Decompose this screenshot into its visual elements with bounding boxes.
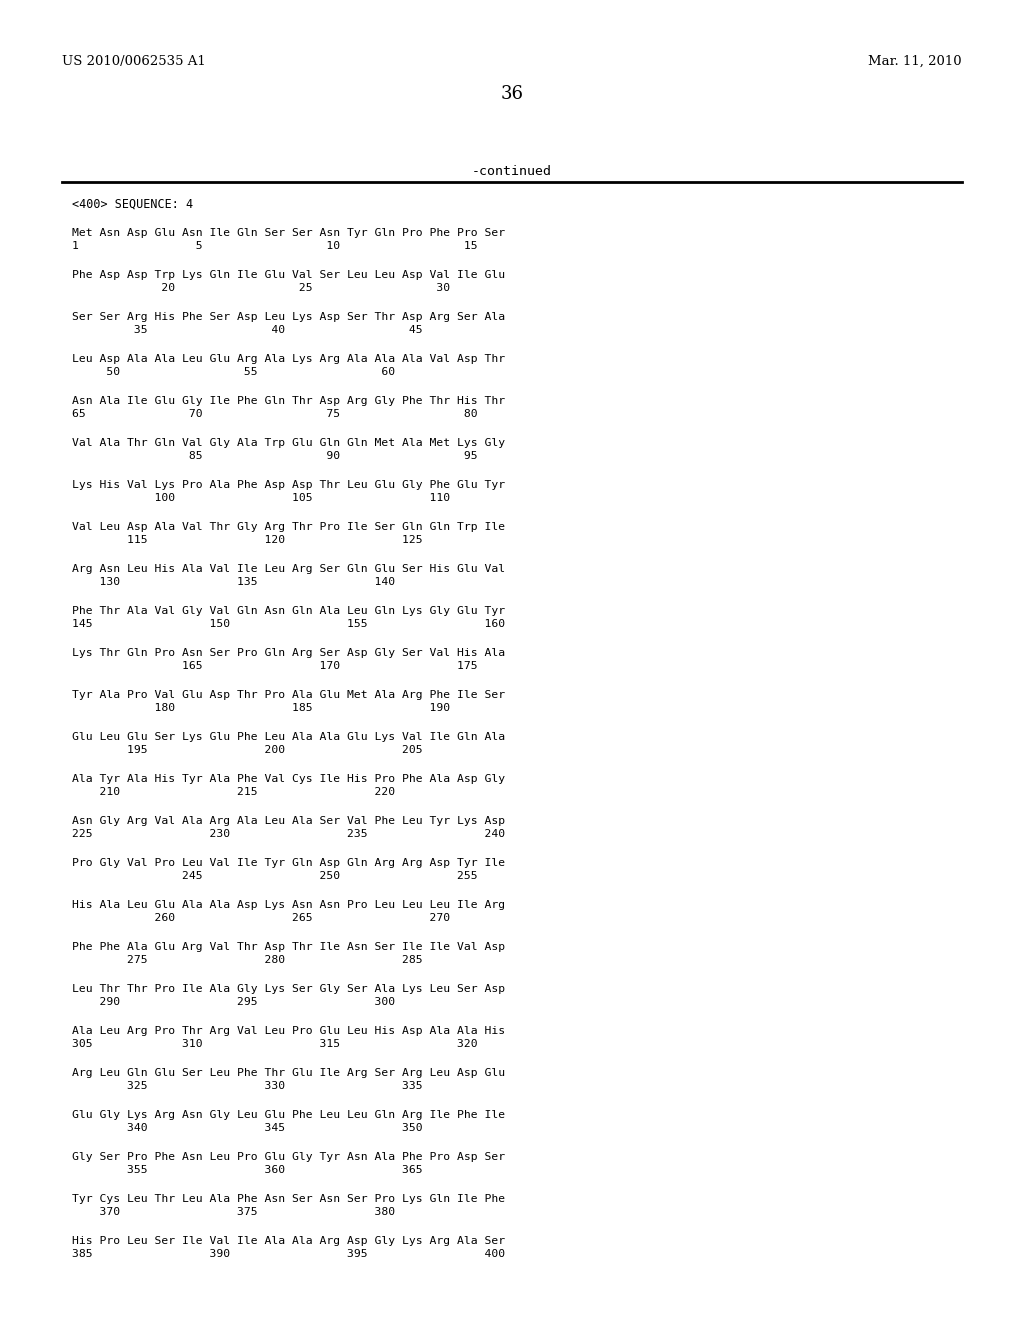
Text: 165                 170                 175: 165 170 175 <box>72 661 477 671</box>
Text: His Ala Leu Glu Ala Ala Asp Lys Asn Asn Pro Leu Leu Leu Ile Arg: His Ala Leu Glu Ala Ala Asp Lys Asn Asn … <box>72 900 505 909</box>
Text: 260                 265                 270: 260 265 270 <box>72 913 451 923</box>
Text: Lys His Val Lys Pro Ala Phe Asp Asp Thr Leu Glu Gly Phe Glu Tyr: Lys His Val Lys Pro Ala Phe Asp Asp Thr … <box>72 480 505 490</box>
Text: 115                 120                 125: 115 120 125 <box>72 535 423 545</box>
Text: Ala Leu Arg Pro Thr Arg Val Leu Pro Glu Leu His Asp Ala Ala His: Ala Leu Arg Pro Thr Arg Val Leu Pro Glu … <box>72 1026 505 1036</box>
Text: Arg Leu Gln Glu Ser Leu Phe Thr Glu Ile Arg Ser Arg Leu Asp Glu: Arg Leu Gln Glu Ser Leu Phe Thr Glu Ile … <box>72 1068 505 1078</box>
Text: Asn Gly Arg Val Ala Arg Ala Leu Ala Ser Val Phe Leu Tyr Lys Asp: Asn Gly Arg Val Ala Arg Ala Leu Ala Ser … <box>72 816 505 826</box>
Text: 180                 185                 190: 180 185 190 <box>72 704 451 713</box>
Text: 85                  90                  95: 85 90 95 <box>72 451 477 461</box>
Text: 35                  40                  45: 35 40 45 <box>72 325 423 335</box>
Text: Leu Thr Thr Pro Ile Ala Gly Lys Ser Gly Ser Ala Lys Leu Ser Asp: Leu Thr Thr Pro Ile Ala Gly Lys Ser Gly … <box>72 983 505 994</box>
Text: 370                 375                 380: 370 375 380 <box>72 1206 395 1217</box>
Text: Tyr Ala Pro Val Glu Asp Thr Pro Ala Glu Met Ala Arg Phe Ile Ser: Tyr Ala Pro Val Glu Asp Thr Pro Ala Glu … <box>72 690 505 700</box>
Text: Leu Asp Ala Ala Leu Glu Arg Ala Lys Arg Ala Ala Ala Val Asp Thr: Leu Asp Ala Ala Leu Glu Arg Ala Lys Arg … <box>72 354 505 364</box>
Text: -continued: -continued <box>472 165 552 178</box>
Text: Phe Asp Asp Trp Lys Gln Ile Glu Val Ser Leu Leu Asp Val Ile Glu: Phe Asp Asp Trp Lys Gln Ile Glu Val Ser … <box>72 271 505 280</box>
Text: Phe Phe Ala Glu Arg Val Thr Asp Thr Ile Asn Ser Ile Ile Val Asp: Phe Phe Ala Glu Arg Val Thr Asp Thr Ile … <box>72 942 505 952</box>
Text: Asn Ala Ile Glu Gly Ile Phe Gln Thr Asp Arg Gly Phe Thr His Thr: Asn Ala Ile Glu Gly Ile Phe Gln Thr Asp … <box>72 396 505 407</box>
Text: 36: 36 <box>501 84 523 103</box>
Text: Tyr Cys Leu Thr Leu Ala Phe Asn Ser Asn Ser Pro Lys Gln Ile Phe: Tyr Cys Leu Thr Leu Ala Phe Asn Ser Asn … <box>72 1195 505 1204</box>
Text: 50                  55                  60: 50 55 60 <box>72 367 395 378</box>
Text: 325                 330                 335: 325 330 335 <box>72 1081 423 1092</box>
Text: 65               70                  75                  80: 65 70 75 80 <box>72 409 477 418</box>
Text: Pro Gly Val Pro Leu Val Ile Tyr Gln Asp Gln Arg Arg Asp Tyr Ile: Pro Gly Val Pro Leu Val Ile Tyr Gln Asp … <box>72 858 505 869</box>
Text: 100                 105                 110: 100 105 110 <box>72 492 451 503</box>
Text: 340                 345                 350: 340 345 350 <box>72 1123 423 1133</box>
Text: Mar. 11, 2010: Mar. 11, 2010 <box>868 55 962 69</box>
Text: His Pro Leu Ser Ile Val Ile Ala Ala Arg Asp Gly Lys Arg Ala Ser: His Pro Leu Ser Ile Val Ile Ala Ala Arg … <box>72 1236 505 1246</box>
Text: 225                 230                 235                 240: 225 230 235 240 <box>72 829 505 840</box>
Text: Val Ala Thr Gln Val Gly Ala Trp Glu Gln Gln Met Ala Met Lys Gly: Val Ala Thr Gln Val Gly Ala Trp Glu Gln … <box>72 438 505 447</box>
Text: 145                 150                 155                 160: 145 150 155 160 <box>72 619 505 630</box>
Text: 1                 5                  10                  15: 1 5 10 15 <box>72 242 477 251</box>
Text: 355                 360                 365: 355 360 365 <box>72 1166 423 1175</box>
Text: Val Leu Asp Ala Val Thr Gly Arg Thr Pro Ile Ser Gln Gln Trp Ile: Val Leu Asp Ala Val Thr Gly Arg Thr Pro … <box>72 521 505 532</box>
Text: Ala Tyr Ala His Tyr Ala Phe Val Cys Ile His Pro Phe Ala Asp Gly: Ala Tyr Ala His Tyr Ala Phe Val Cys Ile … <box>72 774 505 784</box>
Text: 275                 280                 285: 275 280 285 <box>72 954 423 965</box>
Text: Met Asn Asp Glu Asn Ile Gln Ser Ser Asn Tyr Gln Pro Phe Pro Ser: Met Asn Asp Glu Asn Ile Gln Ser Ser Asn … <box>72 228 505 238</box>
Text: Lys Thr Gln Pro Asn Ser Pro Gln Arg Ser Asp Gly Ser Val His Ala: Lys Thr Gln Pro Asn Ser Pro Gln Arg Ser … <box>72 648 505 657</box>
Text: 20                  25                  30: 20 25 30 <box>72 282 451 293</box>
Text: Glu Leu Glu Ser Lys Glu Phe Leu Ala Ala Glu Lys Val Ile Gln Ala: Glu Leu Glu Ser Lys Glu Phe Leu Ala Ala … <box>72 733 505 742</box>
Text: Arg Asn Leu His Ala Val Ile Leu Arg Ser Gln Glu Ser His Glu Val: Arg Asn Leu His Ala Val Ile Leu Arg Ser … <box>72 564 505 574</box>
Text: Ser Ser Arg His Phe Ser Asp Leu Lys Asp Ser Thr Asp Arg Ser Ala: Ser Ser Arg His Phe Ser Asp Leu Lys Asp … <box>72 312 505 322</box>
Text: 195                 200                 205: 195 200 205 <box>72 744 423 755</box>
Text: Phe Thr Ala Val Gly Val Gln Asn Gln Ala Leu Gln Lys Gly Glu Tyr: Phe Thr Ala Val Gly Val Gln Asn Gln Ala … <box>72 606 505 616</box>
Text: Gly Ser Pro Phe Asn Leu Pro Glu Gly Tyr Asn Ala Phe Pro Asp Ser: Gly Ser Pro Phe Asn Leu Pro Glu Gly Tyr … <box>72 1152 505 1162</box>
Text: <400> SEQUENCE: 4: <400> SEQUENCE: 4 <box>72 198 194 211</box>
Text: 385                 390                 395                 400: 385 390 395 400 <box>72 1249 505 1259</box>
Text: 290                 295                 300: 290 295 300 <box>72 997 395 1007</box>
Text: 245                 250                 255: 245 250 255 <box>72 871 477 880</box>
Text: Glu Gly Lys Arg Asn Gly Leu Glu Phe Leu Leu Gln Arg Ile Phe Ile: Glu Gly Lys Arg Asn Gly Leu Glu Phe Leu … <box>72 1110 505 1119</box>
Text: 130                 135                 140: 130 135 140 <box>72 577 395 587</box>
Text: US 2010/0062535 A1: US 2010/0062535 A1 <box>62 55 206 69</box>
Text: 305             310                 315                 320: 305 310 315 320 <box>72 1039 477 1049</box>
Text: 210                 215                 220: 210 215 220 <box>72 787 395 797</box>
